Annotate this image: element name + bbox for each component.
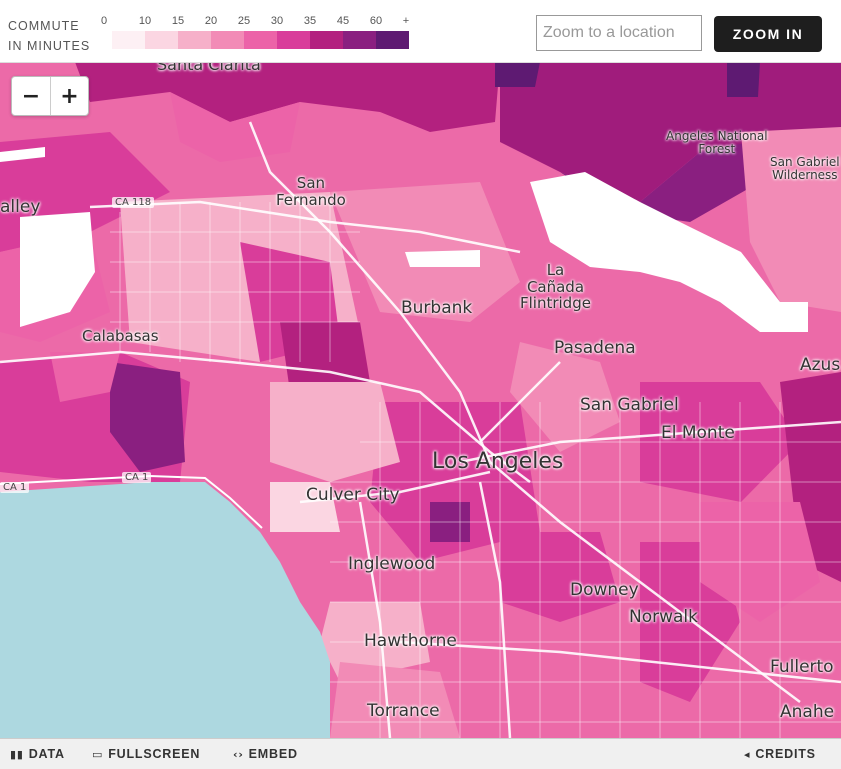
place-label-san-fernando: San Fernando	[276, 174, 346, 209]
legend-title: COMMUTE IN MINUTES	[8, 16, 90, 56]
place-label-valley: alley	[0, 197, 41, 217]
legend-tick: +	[402, 15, 410, 27]
place-label-los-angeles: Los Angeles	[432, 449, 564, 474]
data-button[interactable]: ▮▮ DATA	[10, 747, 65, 761]
place-label-hawthorne: Hawthorne	[364, 631, 457, 651]
map-zoom-controls: − +	[11, 76, 89, 116]
data-button-label: DATA	[28, 747, 65, 761]
code-icon: ‹›	[233, 747, 244, 761]
legend-title-line2: IN MINUTES	[8, 39, 91, 53]
fullscreen-button-label: FULLSCREEN	[108, 747, 201, 761]
place-label-anaheim: Anahe	[780, 702, 835, 722]
legend-swatch	[277, 31, 310, 49]
legend-color-scale	[112, 31, 409, 49]
place-label-calabasas: Calabasas	[82, 327, 159, 345]
legend-swatch	[178, 31, 211, 49]
place-label-san-gabriel: San Gabriel	[580, 395, 679, 415]
place-label-fullerton: Fullerto	[770, 657, 834, 677]
place-label-san-gabriel-wilderness: San Gabriel Wilderness	[770, 155, 840, 183]
embed-button-label: EMBED	[248, 747, 298, 761]
legend-tick: 30	[270, 15, 284, 27]
place-label-pasadena: Pasadena	[554, 338, 636, 358]
legend-tick: 0	[100, 15, 108, 27]
legend-swatch	[310, 31, 343, 49]
zoom-out-button[interactable]: −	[12, 77, 50, 115]
legend-swatch	[244, 31, 277, 49]
legend-tick: 60	[369, 15, 383, 27]
place-label-torrance: Torrance	[367, 701, 440, 721]
legend-swatch	[112, 31, 145, 49]
legend-swatch	[211, 31, 244, 49]
legend-tick: 45	[336, 15, 350, 27]
bar-chart-icon: ▮▮	[10, 747, 24, 761]
place-label-azusa: Azus	[800, 355, 841, 375]
highway-label-ca1: CA 1	[122, 472, 152, 483]
credits-icon: ◂	[744, 747, 751, 761]
place-label-culver-city: Culver City	[306, 485, 400, 505]
place-label-inglewood: Inglewood	[348, 554, 436, 574]
credits-button[interactable]: ◂ CREDITS	[744, 747, 816, 761]
place-label-la-canada-flintridge: La Cañada Flintridge	[520, 261, 591, 312]
place-label-el-monte: El Monte	[661, 423, 735, 443]
fullscreen-icon: ▭	[92, 747, 104, 761]
highway-label-ca118: CA 118	[112, 197, 155, 208]
fullscreen-button[interactable]: ▭ FULLSCREEN	[92, 747, 200, 761]
header: COMMUTE IN MINUTES 0 10 15 20 25 30 35 4…	[0, 0, 841, 63]
location-search-input[interactable]	[536, 15, 702, 51]
place-label-burbank: Burbank	[401, 298, 473, 318]
legend-swatch	[145, 31, 178, 49]
legend-tick: 35	[303, 15, 317, 27]
legend-tick: 25	[237, 15, 251, 27]
place-label-norwalk: Norwalk	[629, 607, 698, 627]
embed-button[interactable]: ‹› EMBED	[233, 747, 298, 761]
place-label-downey: Downey	[570, 580, 639, 600]
place-label-angeles-forest: Angeles National Forest	[666, 129, 768, 157]
legend-tick: 20	[204, 15, 218, 27]
zoom-in-map-button[interactable]: +	[50, 77, 88, 115]
commute-map[interactable]: − + Santa Clarita Angeles National Fores…	[0, 62, 841, 738]
map-canvas	[0, 62, 841, 738]
legend-swatch	[376, 31, 409, 49]
zoom-in-button[interactable]: ZOOM IN	[714, 16, 822, 52]
legend-swatch	[343, 31, 376, 49]
legend-title-line1: COMMUTE	[8, 19, 80, 33]
place-label-santa-clarita: Santa Clarita	[157, 62, 261, 74]
credits-button-label: CREDITS	[755, 747, 816, 761]
highway-label-ca1-left: CA 1	[0, 482, 30, 493]
legend-tick: 10	[138, 15, 152, 27]
footer-toolbar: ▮▮ DATA ▭ FULLSCREEN ‹› EMBED ◂ CREDITS	[0, 738, 841, 769]
legend-tick: 15	[171, 15, 185, 27]
